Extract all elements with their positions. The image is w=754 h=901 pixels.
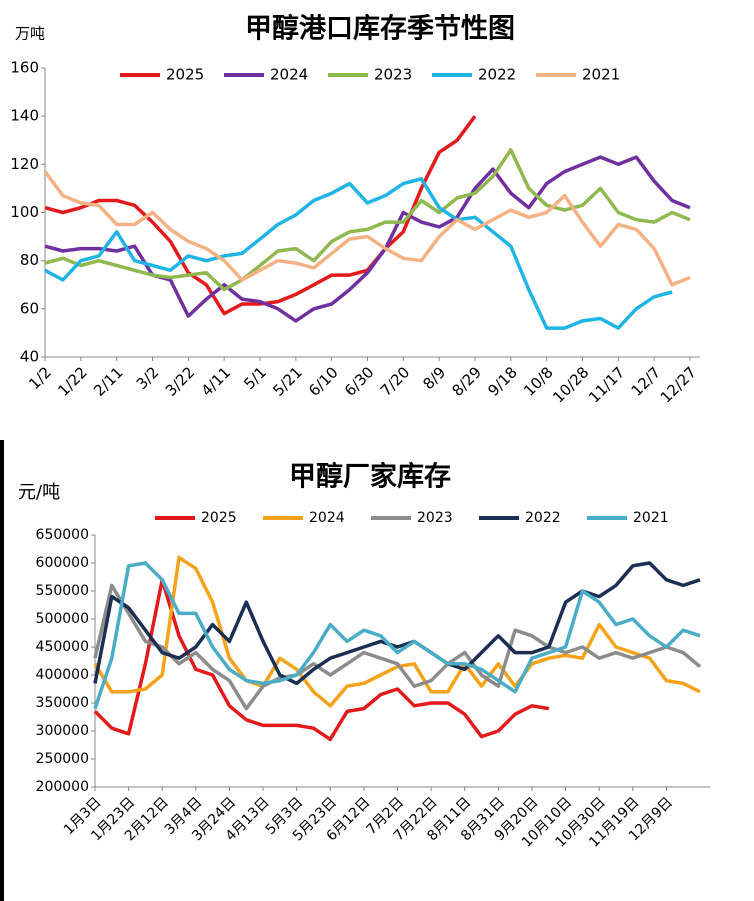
y-tick-label: 160: [10, 59, 39, 77]
x-tick-label: 12/27: [657, 363, 700, 406]
legend-label: 2024: [270, 66, 308, 84]
y-tick-label: 450000: [36, 639, 89, 655]
legend-label: 2023: [374, 66, 412, 84]
x-tick-label: 8/29: [448, 363, 485, 400]
legend-label: 2023: [417, 510, 453, 526]
y-tick-label: 300000: [36, 723, 89, 739]
y-tick-label: 650000: [36, 527, 89, 543]
y-tick-label: 600000: [36, 555, 89, 571]
legend-label: 2024: [309, 510, 345, 526]
series-line: [44, 148, 691, 292]
x-tick-label: 9/18: [484, 363, 521, 400]
y-tick-label: 400000: [36, 667, 89, 683]
legend-label: 2021: [582, 66, 620, 84]
x-tick-label: 7/20: [377, 363, 414, 400]
y-tick-label: 250000: [36, 751, 89, 767]
x-tick-label: 1/2: [25, 363, 55, 393]
y-axis-unit: 万吨: [15, 25, 45, 43]
legend-label: 2025: [201, 510, 237, 526]
series-line: [44, 177, 673, 330]
y-tick-label: 200000: [36, 779, 89, 795]
x-tick-label: 6/10: [305, 363, 342, 400]
y-tick-label: 350000: [36, 695, 89, 711]
y-axis-unit: 元/吨: [18, 482, 60, 503]
x-tick-label: 5/21: [269, 363, 306, 400]
y-tick-label: 550000: [36, 583, 89, 599]
x-tick-label: 6/30: [341, 363, 378, 400]
y-tick-label: 80: [20, 251, 39, 269]
y-tick-label: 100: [10, 203, 39, 221]
legend-label: 2021: [633, 510, 669, 526]
series-line: [93, 555, 701, 708]
series-line: [93, 561, 701, 686]
series-line: [93, 583, 702, 711]
series-line: [44, 115, 477, 316]
x-tick-label: 1/22: [54, 363, 91, 400]
legend-label: 2022: [525, 510, 561, 526]
x-tick-label: 3/22: [162, 363, 199, 400]
y-tick-label: 140: [10, 107, 39, 125]
left-bar: [0, 440, 4, 901]
y-tick-label: 60: [20, 299, 39, 317]
x-tick-label: 4/11: [198, 363, 235, 400]
y-tick-label: 40: [20, 348, 39, 366]
x-tick-label: 3/2: [133, 363, 163, 393]
x-tick-label: 11/17: [585, 363, 628, 406]
y-tick-label: 120: [10, 155, 39, 173]
x-tick-label: 5/1: [240, 363, 270, 393]
series-line: [43, 170, 691, 287]
chart-title: 甲醇厂家库存: [289, 461, 451, 493]
series-line: [93, 561, 701, 710]
x-tick-label: 8/9: [419, 363, 449, 393]
chart-title: 甲醇港口库存季节性图: [245, 13, 515, 45]
y-tick-label: 500000: [36, 611, 89, 627]
x-tick-label: 10/28: [549, 363, 592, 406]
legend-label: 2025: [166, 66, 204, 84]
legend-label: 2022: [478, 66, 516, 84]
x-tick-label: 2/11: [90, 363, 127, 400]
